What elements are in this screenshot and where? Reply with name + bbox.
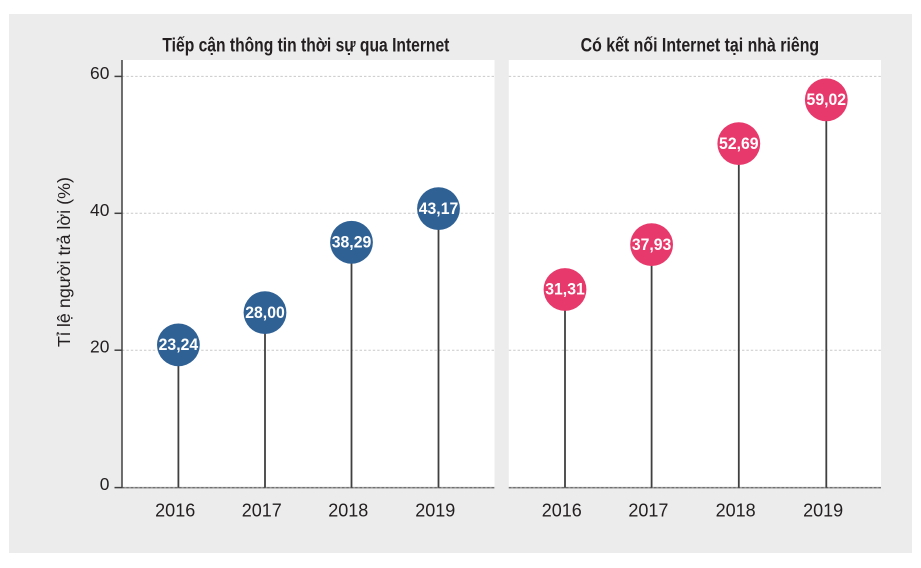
svg-text:2016: 2016 [542, 500, 582, 520]
svg-text:2019: 2019 [803, 500, 843, 520]
svg-text:59,02: 59,02 [807, 90, 847, 109]
svg-text:2017: 2017 [242, 500, 282, 520]
svg-text:Tỉ lệ người trả lời (%): Tỉ lệ người trả lời (%) [54, 177, 74, 347]
svg-text:31,31: 31,31 [545, 280, 585, 299]
svg-text:2017: 2017 [628, 500, 668, 520]
svg-text:43,17: 43,17 [419, 199, 459, 218]
svg-text:37,93: 37,93 [632, 235, 672, 254]
svg-text:28,00: 28,00 [245, 303, 285, 322]
svg-text:2018: 2018 [328, 500, 368, 520]
svg-text:40: 40 [90, 200, 109, 220]
svg-text:60: 60 [90, 63, 109, 83]
svg-text:Tiếp cận thông tin thời sự qua: Tiếp cận thông tin thời sự qua Internet [162, 35, 449, 57]
svg-text:52,69: 52,69 [719, 134, 759, 153]
svg-text:2019: 2019 [415, 500, 455, 520]
svg-text:23,24: 23,24 [159, 335, 199, 354]
svg-text:2016: 2016 [155, 500, 195, 520]
svg-text:0: 0 [100, 474, 110, 494]
svg-text:2018: 2018 [716, 500, 756, 520]
svg-text:Có kết nối Internet tại nhà ri: Có kết nối Internet tại nhà riêng [581, 35, 820, 57]
svg-text:38,29: 38,29 [332, 233, 372, 252]
svg-text:20: 20 [90, 337, 109, 357]
